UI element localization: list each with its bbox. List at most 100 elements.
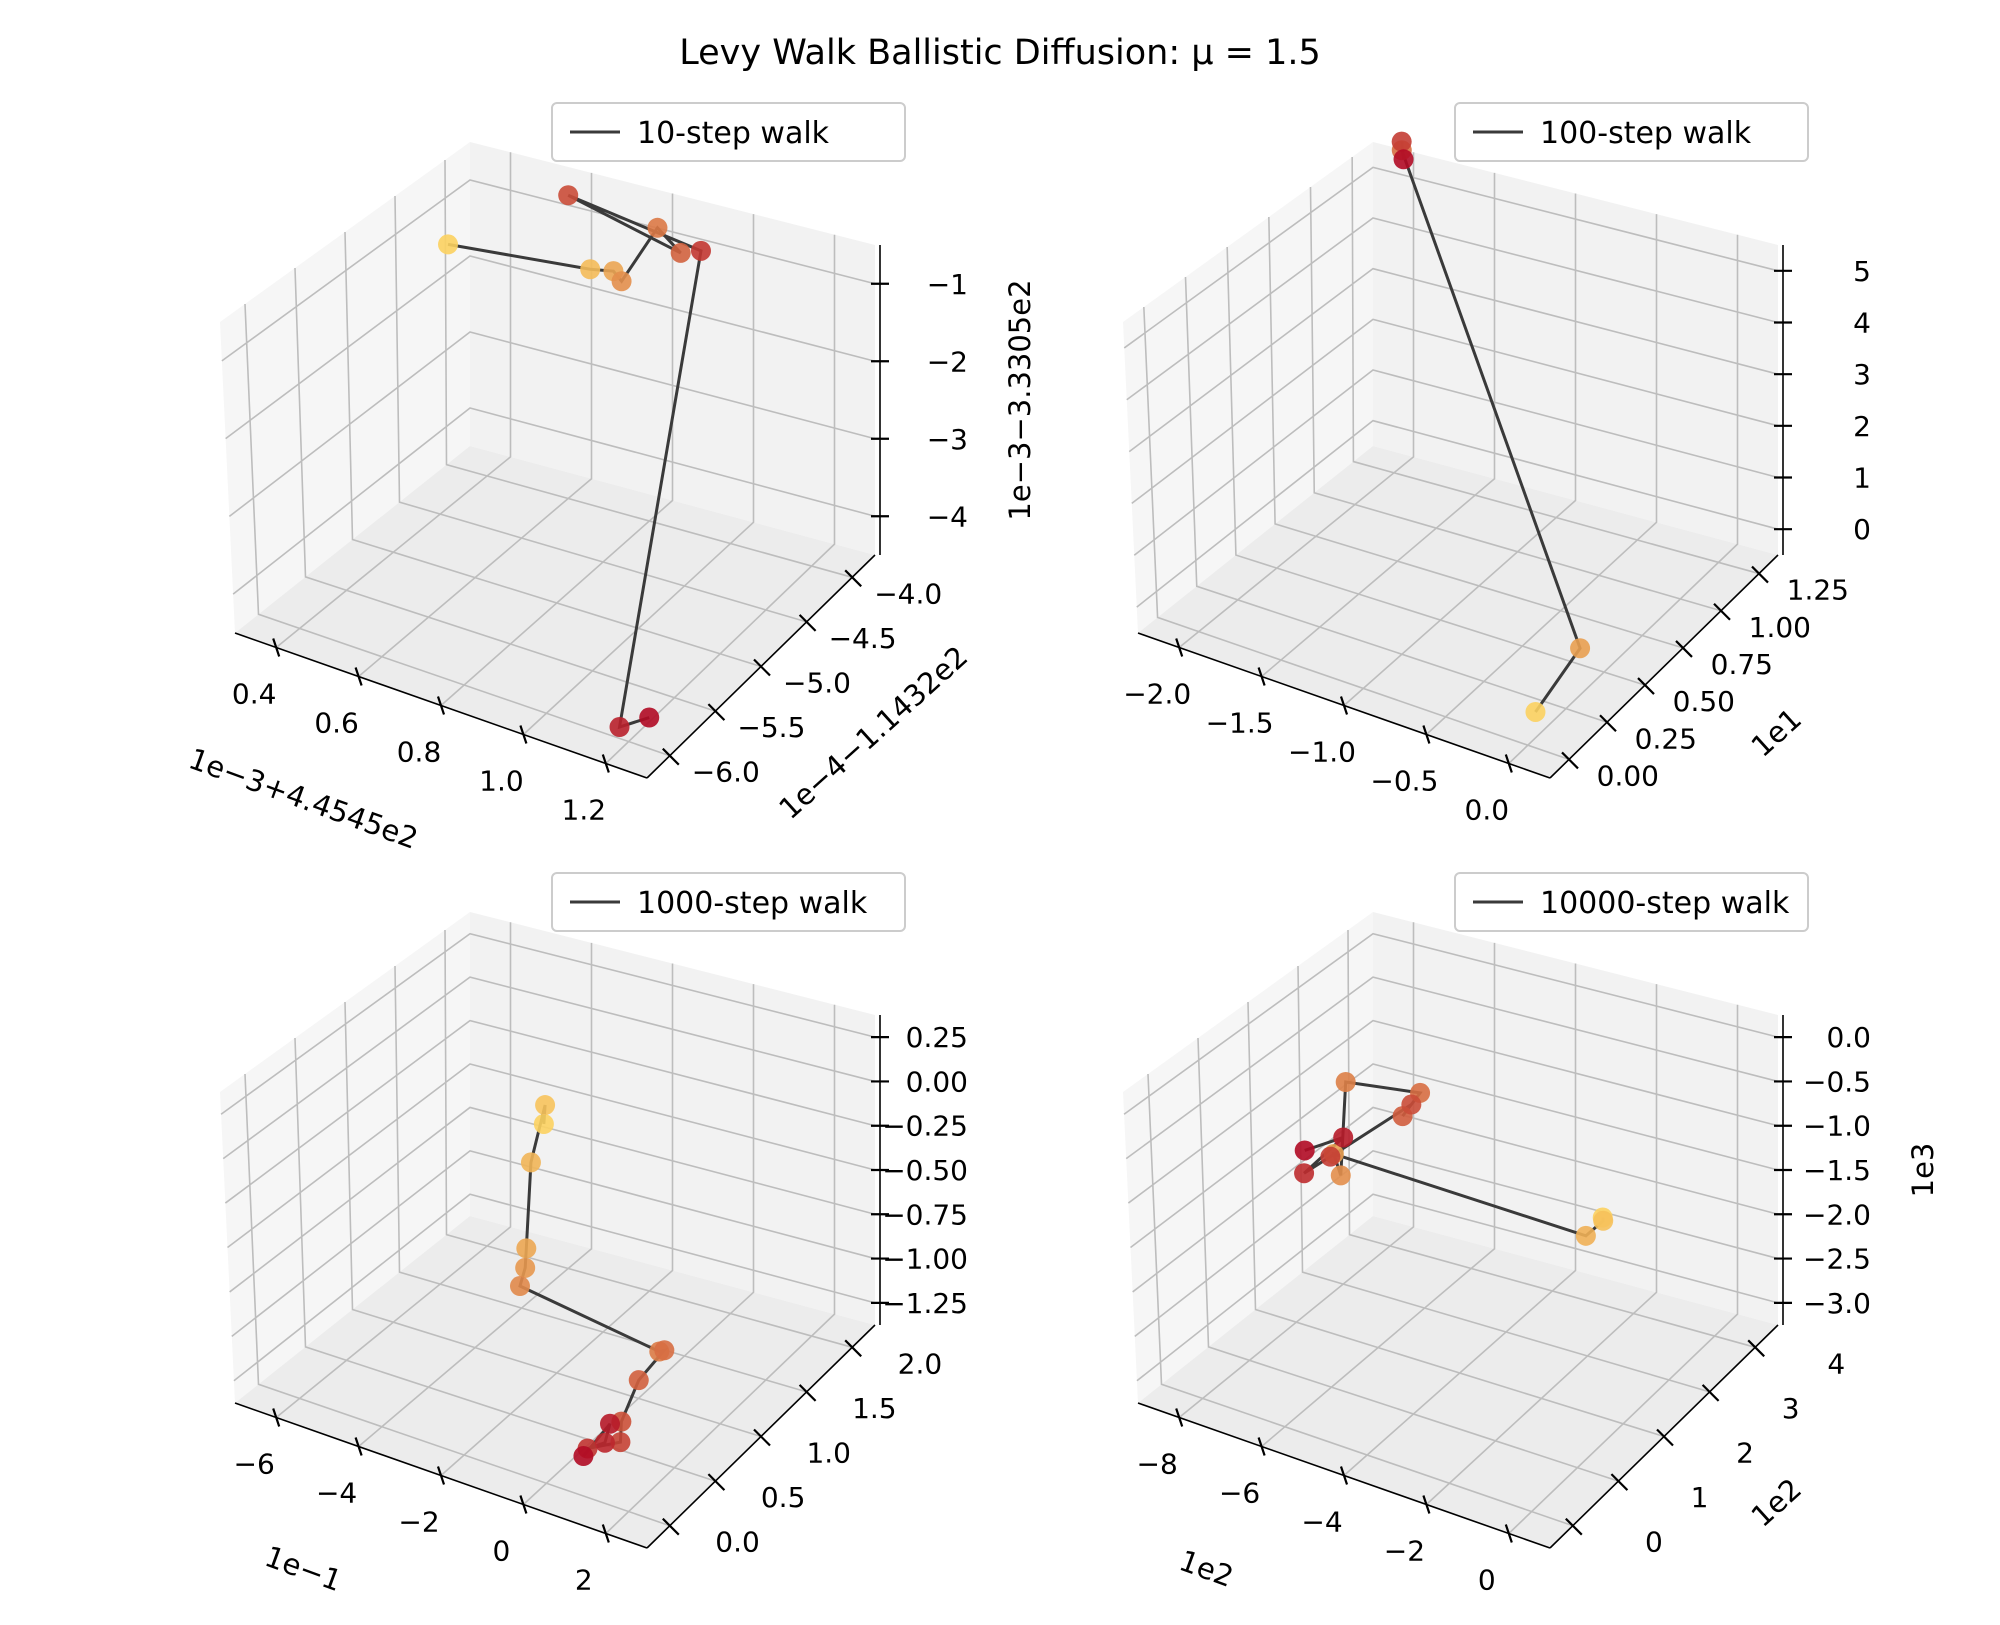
gridline-z bbox=[232, 407, 876, 595]
gridline-y bbox=[1297, 965, 1710, 1393]
walk-point bbox=[1570, 638, 1591, 659]
z-tick-label: −1 bbox=[927, 268, 968, 301]
walk-point bbox=[610, 1432, 631, 1453]
gridline-y bbox=[1247, 1001, 1665, 1438]
pane-left bbox=[220, 912, 470, 1403]
x-offset-label: 1e2 bbox=[1175, 1543, 1238, 1594]
legend-label: 10-step walk bbox=[637, 116, 830, 151]
y-tick-label: 1.0 bbox=[806, 1437, 851, 1470]
gridline-z bbox=[1136, 419, 1779, 608]
walk-point bbox=[580, 259, 601, 280]
y-tick bbox=[1561, 751, 1579, 770]
legend-label: 100-step walk bbox=[1540, 116, 1752, 151]
x-tick bbox=[272, 1408, 281, 1427]
z-tick-label: −0.75 bbox=[882, 1198, 968, 1231]
x-tick-label: 0 bbox=[492, 1535, 510, 1568]
x-tick bbox=[1504, 1524, 1513, 1543]
figure-title: Levy Walk Ballistic Diffusion: μ = 1.5 bbox=[679, 33, 1321, 73]
z-tick-label: 3 bbox=[1853, 358, 1871, 391]
y-tick-label: −5.0 bbox=[783, 667, 851, 700]
pane-left bbox=[220, 142, 470, 633]
gridline-y bbox=[244, 1073, 671, 1527]
x-tick-label: 0.6 bbox=[314, 707, 359, 740]
gridline-y bbox=[1197, 1037, 1619, 1482]
x-tick-label: −4 bbox=[1301, 1506, 1342, 1539]
pane-floor bbox=[235, 446, 875, 778]
walk-point bbox=[558, 185, 579, 206]
pane-floor bbox=[1138, 1216, 1778, 1548]
z-offset-label: 1e−3−3.3305e2 bbox=[1003, 279, 1037, 520]
walk-point bbox=[573, 1446, 594, 1467]
y-tick-label: 0.0 bbox=[715, 1526, 760, 1559]
gridline-y bbox=[444, 929, 853, 1349]
z-tick-label: 1 bbox=[1853, 462, 1871, 495]
y-tick-label: 1.5 bbox=[852, 1392, 897, 1425]
gridline-z bbox=[1130, 1063, 1779, 1249]
walk-point bbox=[654, 1340, 675, 1361]
x-tick bbox=[1257, 1437, 1266, 1456]
gridline-x bbox=[358, 942, 593, 1448]
gridline-x bbox=[522, 214, 755, 736]
y-tick bbox=[1713, 602, 1731, 621]
gridline-y bbox=[344, 231, 762, 668]
x-tick bbox=[1422, 1495, 1431, 1514]
gridline-z bbox=[225, 255, 876, 440]
z-tick-label: −4 bbox=[927, 500, 968, 533]
y-tick bbox=[1675, 640, 1693, 658]
y-tick-label: 0.5 bbox=[761, 1481, 806, 1514]
x-tick bbox=[354, 667, 363, 686]
legend-box bbox=[551, 872, 906, 932]
y-tick-label: 0.25 bbox=[1635, 722, 1697, 755]
y-tick bbox=[1599, 714, 1617, 733]
walk-point bbox=[520, 1152, 541, 1173]
x-tick-label: −1.0 bbox=[1288, 736, 1356, 769]
y-axis-line bbox=[1549, 554, 1779, 779]
y-tick-label: 1.00 bbox=[1749, 611, 1811, 644]
x-tick bbox=[1422, 725, 1431, 744]
gridline-x bbox=[605, 234, 836, 765]
gridline-x bbox=[275, 922, 512, 1419]
x-tick bbox=[1339, 696, 1349, 715]
x-tick-label: 1.2 bbox=[562, 794, 607, 827]
y-tick-label: −5.5 bbox=[737, 711, 805, 744]
walk-point bbox=[1525, 701, 1546, 722]
x-offset-label: 1e−1 bbox=[260, 1539, 346, 1598]
x-tick-label: −2.0 bbox=[1123, 678, 1191, 711]
gridline-y bbox=[1347, 929, 1756, 1349]
walk-point bbox=[628, 1370, 649, 1391]
gridline-z bbox=[1125, 976, 1779, 1160]
walk-point bbox=[1320, 1146, 1341, 1167]
gridline-x bbox=[605, 1004, 836, 1535]
x-tick bbox=[1175, 1408, 1184, 1427]
legend-label: 10000-step walk bbox=[1540, 886, 1790, 921]
gridline-z bbox=[1136, 1193, 1779, 1382]
walk-point bbox=[516, 1238, 537, 1259]
subplot-1: 0.4 0.6 0.8 1.0 1.2 −6.0 −5.5 −5.0 −4.5 −4.0 −4 −3 −… bbox=[184, 102, 1037, 856]
y-tick-label: 3 bbox=[1782, 1392, 1800, 1425]
walk-point bbox=[1393, 149, 1414, 170]
z-offset-label: 1e3 bbox=[1906, 1143, 1940, 1198]
z-tick-label: −3.0 bbox=[1803, 1287, 1871, 1320]
gridline-y bbox=[294, 267, 716, 712]
gridline-z bbox=[220, 932, 876, 1115]
pane-floor bbox=[1138, 446, 1778, 778]
gridline-x bbox=[1261, 172, 1496, 678]
gridline-y bbox=[244, 303, 671, 757]
gridline-x bbox=[440, 193, 674, 707]
walk-point bbox=[594, 1432, 615, 1453]
gridline-z bbox=[1126, 217, 1779, 401]
y-tick bbox=[707, 703, 726, 721]
pane-left bbox=[1123, 912, 1373, 1403]
gridline-z bbox=[1134, 1149, 1779, 1337]
walk-point bbox=[1391, 131, 1412, 152]
x-tick-label: 2 bbox=[575, 1564, 593, 1597]
z-tick-label: −1.00 bbox=[882, 1243, 968, 1276]
walk-point bbox=[515, 1257, 536, 1278]
gridline-x bbox=[1425, 984, 1658, 1506]
walk-point bbox=[509, 1276, 530, 1297]
z-tick-label: 0 bbox=[1853, 513, 1871, 546]
legend-label: 1000-step walk bbox=[637, 886, 868, 921]
y-tick bbox=[798, 1384, 817, 1402]
z-tick-label: 5 bbox=[1853, 255, 1871, 288]
